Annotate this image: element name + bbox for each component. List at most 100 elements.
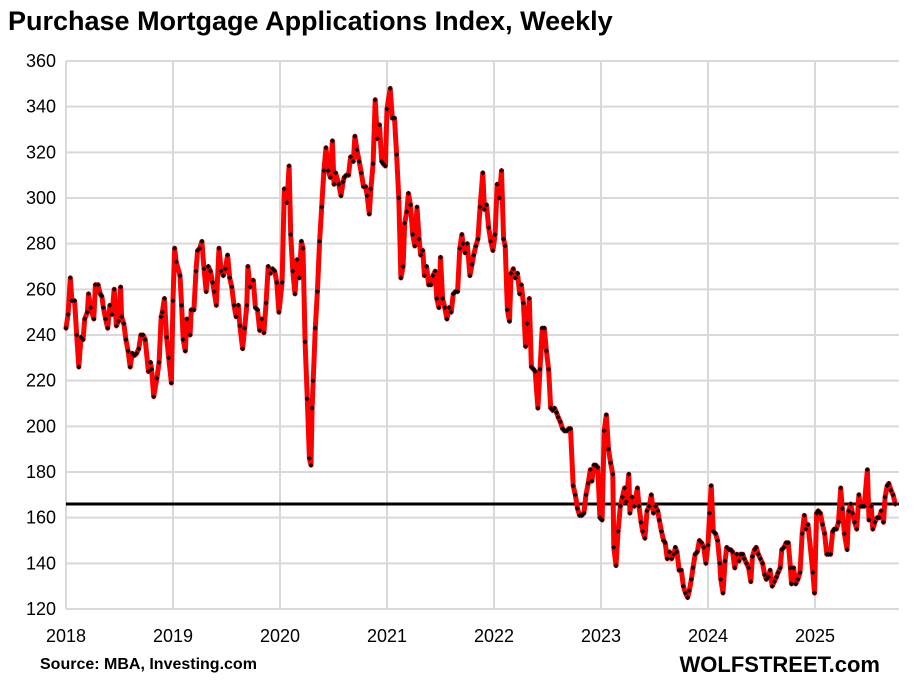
data-point [568,426,574,432]
data-point [611,544,617,550]
data-point [864,467,870,473]
data-point [119,314,125,320]
data-point [617,503,623,509]
data-point [671,551,677,557]
y-tick-label: 240 [26,325,56,345]
data-point [799,531,805,537]
data-point [229,284,235,290]
data-point [669,556,675,562]
data-point [211,289,217,295]
data-point [250,277,256,283]
data-point [844,547,850,553]
data-point [325,168,331,174]
data-point [191,307,197,313]
data-point [333,170,339,176]
data-point [412,243,418,249]
data-point [570,483,576,489]
data-point [838,485,844,491]
data-point [793,581,799,587]
data-point [583,492,589,498]
data-point [648,492,654,498]
data-point [308,462,314,468]
data-point [414,204,420,210]
data-point [501,236,507,242]
data-point [640,528,646,534]
data-point [508,270,514,276]
data-point [805,522,811,528]
data-point [880,519,886,525]
data-point [585,480,591,486]
data-point [688,576,694,582]
data-point [166,355,172,361]
data-point [438,254,443,260]
data-point [154,375,160,381]
data-point [866,517,872,523]
data-point [372,97,378,103]
data-point [261,330,267,336]
data-point [69,298,75,304]
data-point [444,316,450,322]
data-point [387,85,393,91]
y-tick-label: 280 [26,234,56,254]
data-point [216,245,222,251]
data-point [440,295,446,301]
data-point [257,327,263,333]
x-tick-label: 2024 [688,626,728,646]
data-point [720,590,726,596]
data-point [690,565,696,571]
data-point [627,510,633,516]
data-point [685,595,691,601]
data-point [765,574,771,580]
data-point [148,359,154,365]
data-point [156,359,162,365]
data-point [543,348,549,354]
data-point [321,168,327,174]
data-point [400,264,406,269]
data-point [364,193,370,199]
data-point [836,519,842,525]
data-point [811,590,817,596]
data-point [442,305,448,311]
data-point [408,202,414,208]
data-point [636,503,642,509]
data-point [841,531,847,537]
data-point [492,232,498,238]
data-point [490,248,496,254]
chart-title: Purchase Mortgage Applications Index, We… [8,6,613,36]
data-point [868,503,874,509]
data-point [298,238,304,244]
data-point [274,279,280,285]
brand-logo-text: WOLFSTREET.com [679,652,880,677]
data-point [471,252,477,258]
data-point [284,200,290,206]
data-point [484,202,490,208]
data-point [638,519,644,525]
data-point [787,565,793,571]
data-point [658,528,664,534]
data-point [459,232,465,238]
data-point [352,133,358,139]
data-point [402,220,408,226]
data-point [207,268,213,274]
data-point [494,181,500,187]
data-point [222,266,228,272]
data-point [182,348,188,354]
data-point [121,321,127,327]
data-point [718,576,724,582]
data-point [488,238,494,244]
data-point [469,261,475,267]
data-point [656,517,662,523]
data-point [646,503,652,509]
data-point [314,289,320,295]
data-point [80,337,86,343]
data-point [424,264,430,269]
data-point [694,549,700,555]
data-point [622,485,628,491]
data-point [680,583,686,589]
data-point [180,337,186,343]
data-point [475,236,481,242]
data-point [242,325,248,331]
data-point [125,348,131,354]
data-point [227,275,233,281]
data-point [730,549,736,555]
